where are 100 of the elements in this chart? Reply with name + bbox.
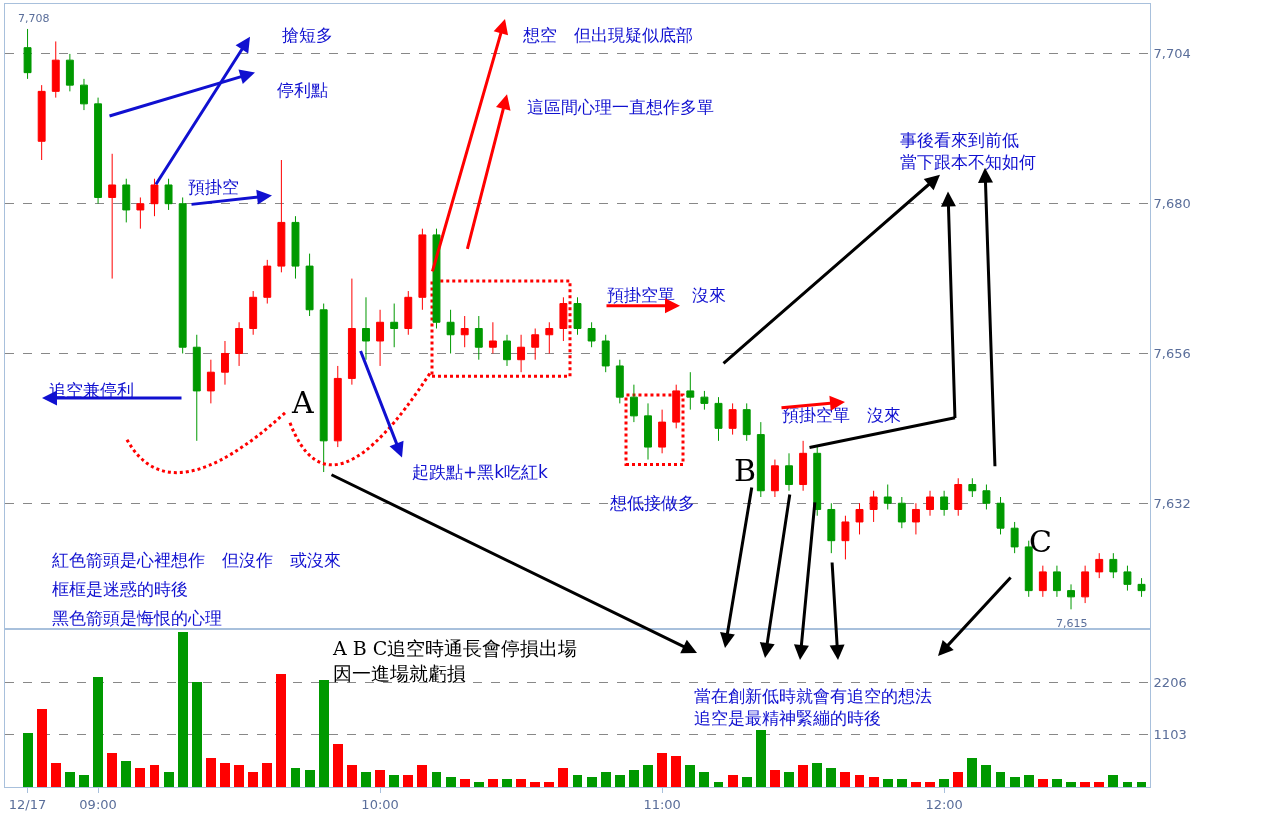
candlestick — [996, 496, 1005, 535]
candlestick — [531, 328, 540, 361]
candlestick — [672, 384, 681, 429]
candlestick — [629, 384, 638, 423]
bar — [488, 779, 498, 787]
bar — [869, 777, 879, 787]
bar — [883, 779, 893, 787]
candlestick — [376, 309, 385, 367]
bar — [897, 779, 907, 787]
candlestick — [390, 303, 399, 348]
bar — [812, 763, 822, 787]
candlestick — [80, 78, 88, 111]
bar — [150, 765, 159, 787]
bar — [135, 768, 145, 787]
candlestick — [770, 459, 779, 498]
candlestick — [23, 28, 32, 80]
candlestick — [1123, 565, 1132, 592]
bar — [1123, 782, 1132, 787]
candlestick — [728, 402, 737, 436]
bar — [37, 709, 47, 787]
bar — [728, 775, 738, 787]
bar — [544, 782, 554, 787]
bar — [1108, 775, 1118, 787]
bar — [417, 765, 427, 787]
bar — [953, 772, 963, 787]
candlestick — [644, 402, 652, 461]
bar — [643, 765, 653, 787]
bar — [432, 772, 441, 787]
bar — [601, 772, 611, 787]
bar — [699, 772, 709, 787]
bar — [657, 753, 667, 787]
bar — [855, 775, 864, 787]
bar — [558, 768, 568, 787]
candlestick — [1137, 577, 1146, 598]
bar — [756, 730, 766, 787]
bar — [234, 765, 244, 787]
candlestick — [333, 365, 342, 448]
bar — [403, 775, 413, 787]
bar — [1066, 782, 1076, 787]
bar — [305, 770, 315, 787]
candlestick — [460, 315, 469, 348]
annotation: 7,708 — [18, 12, 50, 25]
bar — [164, 772, 174, 787]
candlestick — [940, 490, 949, 517]
bar — [911, 782, 921, 787]
candlestick — [362, 296, 370, 361]
candlestick — [799, 440, 808, 492]
candlestick — [418, 228, 427, 311]
candlestick — [897, 496, 906, 529]
y-tick-label: 7,704 — [1153, 46, 1191, 62]
candlestick — [108, 153, 117, 280]
candlestick — [305, 253, 314, 317]
annotation: A B C追空時通長會停損出場因一進場就虧損 — [332, 637, 578, 684]
candlestick — [869, 490, 878, 523]
bar — [826, 768, 836, 787]
annotation: C — [1029, 524, 1052, 559]
candlestick — [954, 477, 963, 517]
bar — [79, 775, 89, 787]
candlestick — [178, 196, 187, 354]
bar — [629, 770, 639, 787]
bar — [714, 782, 723, 787]
bar — [276, 674, 286, 787]
candlestick — [686, 371, 695, 411]
bar — [1024, 775, 1034, 787]
candlestick — [517, 334, 526, 373]
bar — [361, 772, 371, 787]
bar — [291, 768, 300, 787]
candlestick — [192, 334, 201, 442]
candlestick — [813, 446, 822, 517]
annotation: A — [291, 385, 314, 420]
annotation: 框框是迷惑的時後 — [52, 579, 188, 599]
annotation: 預掛空 — [188, 177, 239, 197]
bar — [178, 632, 188, 787]
x-tick-label: 10:00 — [361, 796, 399, 812]
bar — [1137, 782, 1146, 787]
bar — [685, 765, 695, 787]
candlestick — [1095, 552, 1104, 579]
x-tick-label: 12/17 — [8, 796, 47, 812]
candlestick — [503, 334, 511, 367]
candlestick — [982, 484, 991, 510]
bar — [93, 677, 103, 787]
candlestick — [94, 97, 103, 205]
bar — [389, 775, 399, 787]
bar — [981, 765, 991, 787]
candlestick — [841, 515, 850, 560]
annotation: 起跌點+黑k吃紅k — [412, 462, 549, 482]
candlestick — [1109, 552, 1118, 579]
annotation: B — [734, 453, 757, 488]
annotation: 想空 但出現疑似底部 — [522, 25, 693, 45]
candlestick — [347, 278, 356, 386]
bar — [474, 782, 484, 787]
annotation: 7,615 — [1056, 617, 1088, 630]
bar — [1052, 779, 1062, 787]
candlestick — [1010, 521, 1019, 554]
candlestick — [926, 490, 934, 517]
bar — [1038, 779, 1048, 787]
bar — [121, 761, 131, 787]
bar — [516, 779, 526, 787]
bar — [248, 772, 258, 787]
candlestick — [263, 259, 272, 305]
